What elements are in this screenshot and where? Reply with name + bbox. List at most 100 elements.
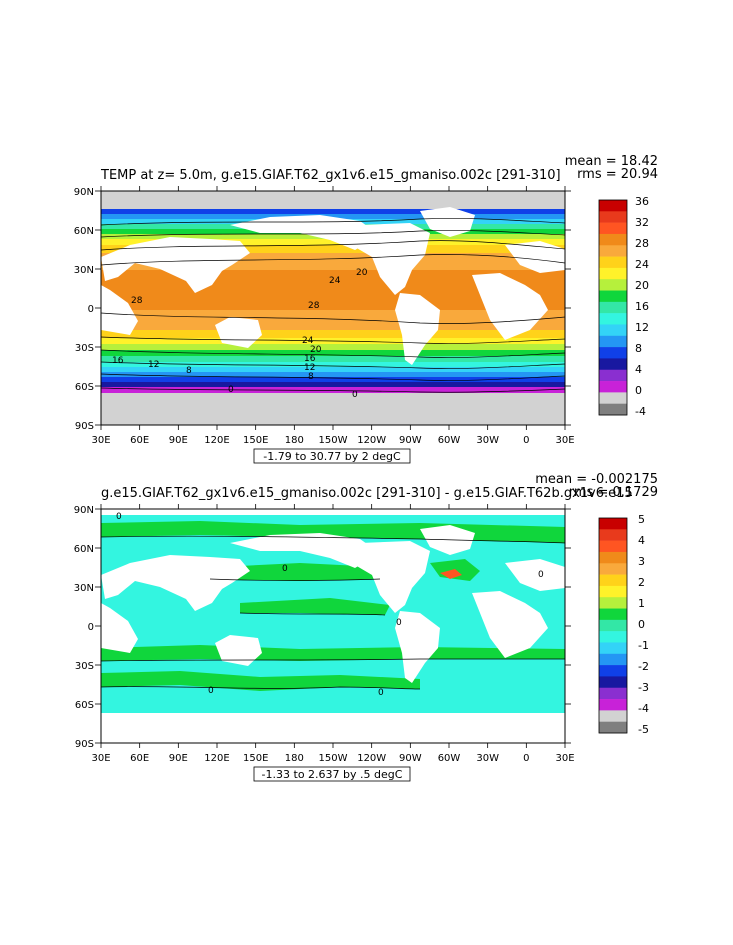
colorbar-label: 32 [635,216,649,229]
lon-tick-label: 0 [523,753,529,764]
lon-tick-label: 30E [555,753,574,764]
bottom-title: g.e15.GIAF.T62_gx1v6.e15_gmaniso.002c [2… [101,486,633,501]
lon-tick-label: 30E [91,435,110,446]
contour-label: 20 [356,268,368,278]
lon-tick-label: 90E [169,753,188,764]
colorbar-swatch [599,256,627,269]
contour-label: 12 [148,360,159,370]
bottom-map-field [101,509,565,743]
lon-tick-label: 150W [319,753,348,764]
top-range-box [253,448,411,464]
colorbar-swatch [599,676,627,689]
lat-tick-label: 90S [75,739,94,750]
colorbar-label: 12 [635,321,649,334]
lon-tick-label: 90E [169,435,188,446]
bottom-colorbar [598,517,628,734]
top-map-svg: TEMP at z= 5.0m, g.e15.GIAF.T62_gx1v6.e1… [74,154,658,464]
colorbar-swatch [599,200,627,212]
colorbar-frame [598,199,628,416]
colorbar-swatch [599,563,627,575]
top-rms: rms = 20.94 [577,167,658,182]
lat-tick-label: 90N [74,187,94,198]
colorbar-label: 28 [635,237,649,250]
colorbar-label: -2 [638,660,649,673]
contour-label: 0 [208,686,214,696]
lon-tick-label: 180 [285,753,304,764]
colorbar-label: 16 [635,300,649,313]
colorbar-swatch [599,608,627,621]
contour-label: 0 [378,688,384,698]
colorbar-swatch [599,335,627,348]
lon-tick-label: 150E [243,435,268,446]
lon-tick-label: 150E [243,753,268,764]
colorbar-swatch [599,233,627,246]
top-lon-axis: 30E 60E 90E 120E 150E 180 150W 120W 90W … [91,435,574,446]
colorbar-swatch [599,358,627,371]
colorbar-swatch [599,597,627,609]
lon-tick-label: 120W [357,435,386,446]
colorbar-label: 36 [635,195,649,208]
colorbar-label: -3 [638,681,649,694]
colorbar-swatch [599,369,627,382]
top-lat-axis: 90N 60N 30N 0 30S 60S 90S [74,187,94,432]
colorbar-label: 24 [635,258,649,271]
colorbar-swatch [599,642,627,655]
bottom-map-svg: g.e15.GIAF.T62_gx1v6.e15_gmaniso.002c [2… [74,472,658,782]
colorbar-label: 4 [638,534,645,547]
colorbar-label: -4 [638,702,649,715]
colorbar-swatch [599,403,627,416]
contour-label: 16 [304,354,316,364]
colorbar-swatch [599,699,627,711]
colorbar-swatch [599,710,627,722]
colorbar-swatch [599,381,627,393]
contour-label: 8 [308,372,314,382]
lon-tick-label: 60E [130,753,149,764]
bottom-mean: mean = -0.002175 [535,472,658,487]
lat-tick-label: 90N [74,505,94,516]
top-title: TEMP at z= 5.0m, g.e15.GIAF.T62_gx1v6.e1… [100,168,561,183]
lon-tick-label: 120E [204,435,229,446]
contour-label: 28 [308,301,320,311]
top-colorbar [598,199,628,416]
axis-ticks [95,186,571,430]
lon-tick-label: 60W [438,435,461,446]
colorbar-swatch [599,721,627,734]
colorbar-swatch [599,687,627,700]
colorbar-label: 20 [635,279,649,292]
bottom-range-box [253,766,411,782]
lon-tick-label: 150W [319,435,348,446]
colorbar-swatch [599,347,627,359]
colorbar-swatch [599,574,627,587]
lat-tick-label: 90S [75,421,94,432]
lat-tick-label: 60S [75,700,94,711]
lat-tick-label: 60N [74,544,94,555]
colorbar-swatch [599,301,627,314]
colorbar-label: 0 [635,384,642,397]
lon-tick-label: 30W [476,435,499,446]
lon-tick-label: 30E [91,753,110,764]
lon-tick-label: 60W [438,753,461,764]
lat-tick-label: 0 [88,304,94,315]
colorbar-swatch [599,619,627,632]
contour-label: 0 [282,564,288,574]
colorbar-label: -5 [638,723,649,736]
colorbar-swatch [599,631,627,643]
colorbar-label: 5 [638,513,645,526]
colorbar-swatch [599,211,627,223]
top-colorbar-labels: 36 32 28 24 20 16 12 8 4 0 -4 [635,195,649,418]
colorbar-swatch [599,665,627,677]
colorbar-label: 4 [635,363,642,376]
lon-tick-label: 30E [555,435,574,446]
bottom-contour-labels: 0 0 0 0 0 0 [116,512,544,698]
contour-label: 16 [112,356,124,366]
bottom-colorbar-labels: 5 4 3 2 1 0 -1 -2 -3 -4 -5 [638,513,649,736]
axis-ticks [95,504,571,748]
lat-tick-label: 30S [75,661,94,672]
colorbar-swatch [599,518,627,530]
lon-tick-label: 120W [357,753,386,764]
lat-tick-label: 30S [75,343,94,354]
contour-label: 28 [131,296,143,306]
colorbar-swatch [599,585,627,598]
lat-tick-label: 60S [75,382,94,393]
colorbar-swatch [599,529,627,541]
